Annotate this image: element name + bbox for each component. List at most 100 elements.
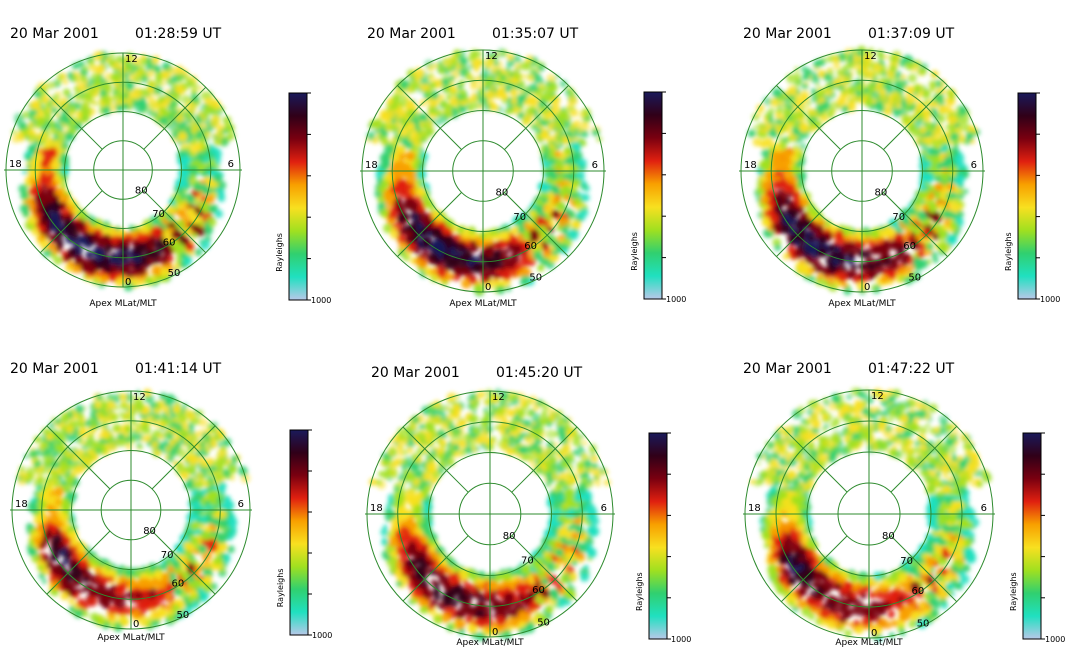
emission-oval-patch [955, 174, 966, 184]
emission-oval-patch [800, 197, 810, 207]
emission-dayside-patch [407, 99, 415, 107]
emission-dayside-patch [178, 131, 188, 142]
emission-dayside-patch [752, 125, 758, 130]
emission-dayside-patch [841, 89, 847, 95]
emission-dayside-patch [429, 82, 437, 89]
lat-label: 80 [496, 187, 509, 198]
emission-dayside-patch [177, 88, 184, 96]
emission-dayside-patch [919, 67, 927, 76]
emission-dayside-patch [179, 107, 188, 116]
emission-oval-patch [760, 180, 772, 192]
emission-dayside-patch [22, 110, 30, 119]
emission-dayside-patch [127, 100, 134, 107]
emission-dayside-patch [872, 62, 883, 73]
emission-oval-patch [46, 187, 55, 196]
emission-dayside-patch [586, 117, 592, 123]
emission-oval-patch [552, 185, 560, 192]
mlt-label: 0 [125, 277, 131, 288]
emission-oval-patch [923, 172, 935, 184]
emission-dayside-patch [395, 108, 406, 118]
emission-dayside-patch [531, 124, 539, 131]
emission-oval-patch [138, 233, 148, 243]
emission-oval-patch [931, 232, 940, 241]
emission-oval-patch [407, 241, 417, 251]
emission-dayside-patch [904, 104, 912, 113]
emission-oval-patch [151, 276, 157, 282]
emission-oval-patch [551, 255, 558, 262]
emission-dayside-patch [825, 55, 833, 63]
emission-dayside-patch [768, 119, 774, 125]
emission-dayside-patch [559, 131, 565, 137]
mlt-label: 18 [9, 159, 22, 170]
emission-oval-patch [847, 252, 855, 260]
emission-oval-patch [26, 164, 32, 169]
emission-dayside-patch [56, 123, 64, 131]
emission-dayside-patch [147, 94, 155, 101]
emission-dayside-patch [506, 53, 514, 61]
emission-dayside-patch [869, 82, 874, 87]
emission-oval-patch [102, 228, 109, 235]
emission-oval-patch [541, 233, 550, 243]
emission-dayside-patch [500, 84, 506, 91]
emission-dayside-patch [534, 72, 541, 79]
emission-dayside-patch [437, 62, 443, 69]
emission-oval-patch [416, 187, 425, 196]
emission-oval-patch [477, 238, 486, 247]
emission-oval-patch [551, 210, 560, 219]
emission-dayside-patch [388, 125, 393, 131]
emission-oval-patch [431, 254, 439, 262]
emission-oval-patch [403, 198, 414, 209]
panel-time: 01:35:07 UT [492, 26, 579, 42]
emission-oval-patch [468, 275, 478, 285]
emission-oval-patch [133, 262, 142, 271]
emission-dayside-patch [847, 85, 857, 96]
emission-oval-patch [407, 152, 415, 161]
emission-oval-patch [556, 175, 564, 183]
emission-oval-patch [938, 203, 945, 210]
emission-dayside-patch [27, 133, 36, 143]
emission-dayside-patch [577, 127, 583, 133]
axis-label: Apex MLat/MLT [449, 299, 517, 309]
emission-dayside-patch [759, 139, 769, 149]
emission-oval-patch [214, 159, 221, 166]
emission-dayside-patch [540, 132, 548, 140]
emission-dayside-patch [138, 65, 145, 72]
emission-oval-patch [950, 146, 960, 155]
emission-dayside-patch [54, 138, 62, 147]
emission-oval-patch [952, 225, 958, 232]
emission-dayside-patch [946, 97, 955, 106]
emission-oval-patch [41, 185, 47, 191]
mlt-label: 18 [744, 160, 757, 171]
emission-dayside-patch [77, 82, 87, 92]
emission-dayside-patch [56, 102, 62, 108]
emission-dayside-patch [167, 79, 172, 84]
emission-oval-patch [869, 246, 878, 255]
emission-dayside-patch [833, 62, 841, 70]
emission-dayside-patch [125, 80, 134, 89]
lat-label: 70 [892, 212, 905, 223]
emission-oval-patch [537, 265, 543, 272]
emission-oval-patch [543, 208, 550, 215]
emission-dayside-patch [179, 123, 189, 133]
emission-dayside-patch [408, 122, 416, 130]
emission-oval-patch [924, 242, 930, 248]
emission-oval-patch [57, 241, 64, 248]
emission-oval-patch [131, 230, 138, 237]
emission-image [366, 48, 602, 297]
emission-oval-patch [535, 204, 544, 214]
emission-oval-patch [776, 181, 784, 189]
emission-oval-patch [461, 266, 470, 276]
emission-dayside-patch [563, 106, 571, 114]
polar-grid [360, 49, 606, 293]
emission-dayside-patch [810, 74, 821, 84]
emission-oval-patch [963, 188, 969, 194]
emission-oval-patch [182, 237, 189, 245]
emission-dayside-patch [80, 113, 90, 123]
emission-oval-patch [785, 208, 791, 214]
emission-dayside-patch [532, 109, 539, 115]
emission-oval-patch [922, 204, 930, 212]
emission-oval-patch [520, 257, 530, 268]
emission-oval-patch [131, 239, 138, 246]
emission-oval-patch [543, 258, 551, 265]
emission-dayside-patch [863, 87, 869, 94]
